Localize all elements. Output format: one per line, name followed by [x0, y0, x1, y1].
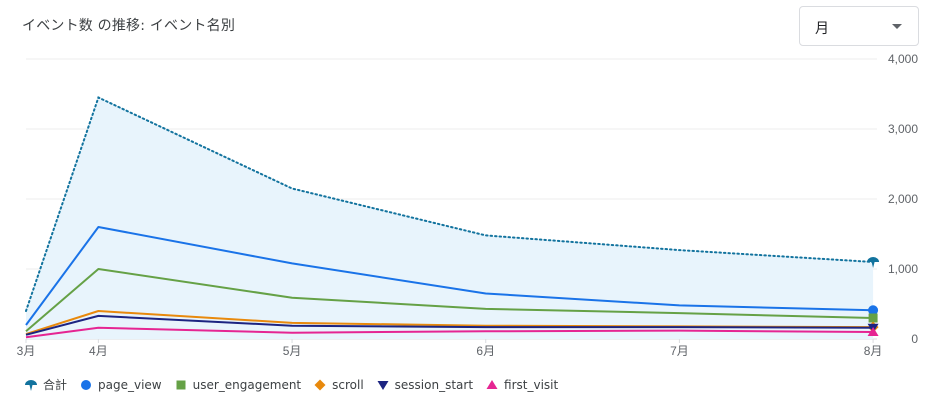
legend-circle-icon [81, 379, 92, 390]
legend-item-user_engagement[interactable]: user_engagement [174, 377, 302, 392]
x-tick-label: 5月 [283, 344, 302, 358]
series-line-user_engagement [25, 268, 874, 333]
y-tick-label: 4,000 [888, 52, 918, 66]
chart-legend: 合計 page_view user_engagement scroll session_… [24, 376, 570, 393]
legend-item-page_view[interactable]: page_view [79, 378, 162, 392]
endpoint-marker-total [867, 257, 880, 268]
y-tick-label: 0 [911, 332, 918, 346]
y-tick-label: 1,000 [888, 262, 918, 276]
legend-label: 合計 [43, 378, 68, 392]
legend-item-first_visit[interactable]: first_visit [485, 378, 558, 392]
legend-diamond-icon [314, 379, 326, 390]
endpoint-marker-page_view [868, 305, 879, 316]
legend-item-total[interactable]: 合計 [24, 376, 67, 393]
y-tick-label: 2,000 [888, 192, 918, 206]
legend-label: session_start [394, 377, 474, 392]
period-dropdown-value: 月 [815, 21, 829, 37]
series-line-session_start [25, 314, 874, 336]
x-tick-label: 8月 [864, 344, 883, 358]
chart-title: イベント数 の推移: イベント名別 [22, 18, 236, 34]
series-line-page_view [25, 226, 874, 326]
legend-pin-icon [25, 379, 37, 391]
line-chart: 0 1,000 2,000 3,000 4,000 3月 4月 5月 6月 7月 8月 [17, 52, 919, 358]
legend-triangle-up-icon [486, 379, 498, 389]
series-line-total [25, 96, 875, 312]
x-tick-label: 4月 [89, 344, 108, 358]
legend-item-scroll[interactable]: scroll [313, 378, 364, 392]
x-tick-label: 6月 [476, 344, 495, 358]
y-tick-label: 3,000 [888, 122, 918, 136]
legend-label: first_visit [504, 377, 559, 392]
total-area [26, 97, 874, 339]
legend-square-icon [176, 380, 186, 389]
legend-item-session_start[interactable]: session_start [376, 378, 473, 392]
legend-label: user_engagement [192, 377, 302, 392]
x-tick-label: 7月 [670, 344, 689, 358]
legend-label: page_view [98, 377, 162, 392]
legend-triangle-down-icon [377, 380, 389, 390]
endpoint-marker-user_engagement [868, 313, 878, 323]
dropdown-arrow-icon [892, 24, 902, 29]
legend-label: scroll [332, 377, 364, 392]
series-line-first_visit [25, 326, 874, 339]
period-dropdown[interactable]: 月 [799, 6, 919, 46]
endpoint-marker-first_visit [867, 327, 879, 336]
x-tick-label: 3月 [17, 344, 36, 358]
